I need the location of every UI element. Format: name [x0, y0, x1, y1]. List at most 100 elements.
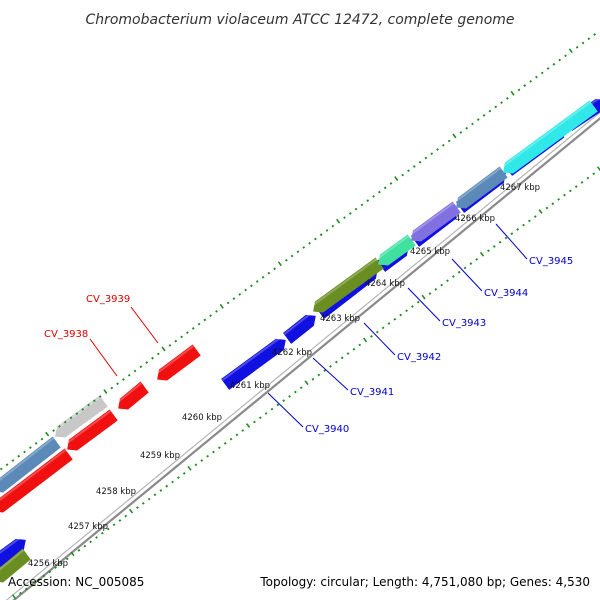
tick-label: 4261 kbp	[230, 381, 270, 391]
tick-mark	[229, 437, 233, 441]
gene-label-leader	[130, 306, 159, 344]
tick-mark	[405, 309, 408, 313]
gene-label[interactable]: CV_3940	[305, 424, 349, 435]
tick-label: 4262 kbp	[272, 348, 312, 358]
tick-mark	[446, 279, 449, 283]
tick-mark	[5, 463, 9, 467]
gene-block-reverse-2-highlight	[0, 449, 67, 502]
tick-mark	[110, 386, 114, 390]
tick-mark	[538, 209, 543, 214]
tick-label: 4266 kbp	[455, 214, 495, 224]
tick-mark	[159, 489, 163, 492]
tick-mark	[581, 41, 585, 45]
tick-mark	[334, 360, 338, 364]
gene-label[interactable]: CV_3942	[397, 352, 441, 363]
tick-mark	[139, 365, 143, 369]
tick-mark	[551, 202, 555, 206]
tick-mark	[244, 288, 247, 292]
tick-mark	[270, 407, 274, 411]
gene-block-reverse-6-highlight	[0, 549, 25, 571]
tick-mark	[352, 347, 356, 351]
tick-mark	[362, 337, 368, 343]
gene-block-forward-7-highlight	[0, 535, 23, 554]
tick-mark	[411, 305, 414, 308]
gene-CV_3942-highlight	[309, 258, 378, 308]
tick-mark	[28, 446, 32, 449]
tick-mark	[0, 467, 3, 471]
tick-mark	[261, 275, 265, 279]
gene-CV_3938	[118, 381, 149, 410]
tick-mark	[529, 80, 533, 83]
tick-mark	[302, 246, 306, 249]
tick-mark	[488, 109, 492, 113]
tick-mark	[394, 176, 399, 181]
gene-block-reverse-1	[67, 409, 118, 451]
tick-mark	[284, 258, 288, 262]
tick-mark	[568, 189, 572, 193]
tick-mark	[463, 266, 467, 270]
inner-tick-scale	[11, 166, 600, 600]
tick-mark	[331, 224, 335, 228]
tick-mark	[452, 133, 457, 139]
gene-label[interactable]: CV_3938	[44, 329, 88, 340]
tick-mark	[319, 233, 323, 237]
backbone-line-outer	[12, 117, 600, 600]
backbone-line-inner	[5, 111, 600, 600]
tick-mark	[17, 454, 21, 458]
tick-mark	[48, 570, 52, 574]
tick-mark	[191, 327, 195, 330]
tick-mark	[476, 118, 480, 121]
tick-mark	[482, 113, 486, 117]
tick-mark	[273, 267, 277, 271]
tick-mark	[377, 190, 381, 194]
tick-mark	[393, 317, 397, 321]
tick-mark	[245, 423, 251, 428]
tick-mark	[127, 373, 131, 377]
tick-mark	[510, 90, 515, 96]
tick-mark	[23, 450, 26, 454]
gene-label[interactable]: CV_3939	[86, 294, 130, 305]
tick-mark	[145, 361, 149, 364]
tick-mark	[399, 313, 403, 317]
tick-mark	[436, 148, 439, 151]
tick-mark	[323, 369, 327, 372]
tick-mark	[209, 314, 213, 317]
tick-mark	[568, 48, 573, 54]
tick-mark	[197, 322, 201, 326]
tick-mark	[593, 33, 597, 36]
tick-mark	[217, 446, 221, 450]
tick-mark	[36, 578, 40, 582]
tick-mark	[366, 199, 370, 202]
tick-mark	[238, 293, 242, 296]
tick-mark	[546, 67, 550, 70]
gene-label[interactable]: CV_3944	[484, 288, 528, 299]
tick-mark	[171, 480, 174, 484]
gene-CV_3941	[283, 314, 316, 344]
gene-block-reverse-3	[55, 395, 108, 438]
gene-CV_3941-highlight	[283, 311, 314, 335]
tick-mark	[118, 519, 122, 522]
tick-mark	[232, 297, 236, 300]
gene-label[interactable]: CV_3941	[350, 387, 394, 398]
tick-mark	[206, 454, 210, 458]
tick-mark	[63, 420, 67, 424]
tick-mark	[558, 58, 562, 62]
tick-mark	[106, 527, 110, 531]
tick-mark	[277, 261, 282, 267]
tick-mark	[52, 429, 55, 433]
tick-mark	[299, 386, 303, 390]
tick-mark	[469, 262, 473, 266]
gene-label[interactable]: CV_3945	[529, 256, 573, 267]
gene-label[interactable]: CV_3943	[442, 318, 486, 329]
tick-mark	[156, 352, 160, 356]
tick-mark	[69, 416, 73, 420]
tick-mark	[340, 356, 344, 360]
tick-mark	[586, 176, 590, 180]
tick-mark	[308, 241, 311, 245]
tick-mark	[194, 463, 198, 467]
tick-mark	[186, 331, 189, 335]
gene-block-reverse-2	[0, 448, 73, 513]
tick-mark	[24, 587, 28, 591]
tick-mark	[77, 549, 81, 552]
tick-mark	[122, 378, 125, 381]
